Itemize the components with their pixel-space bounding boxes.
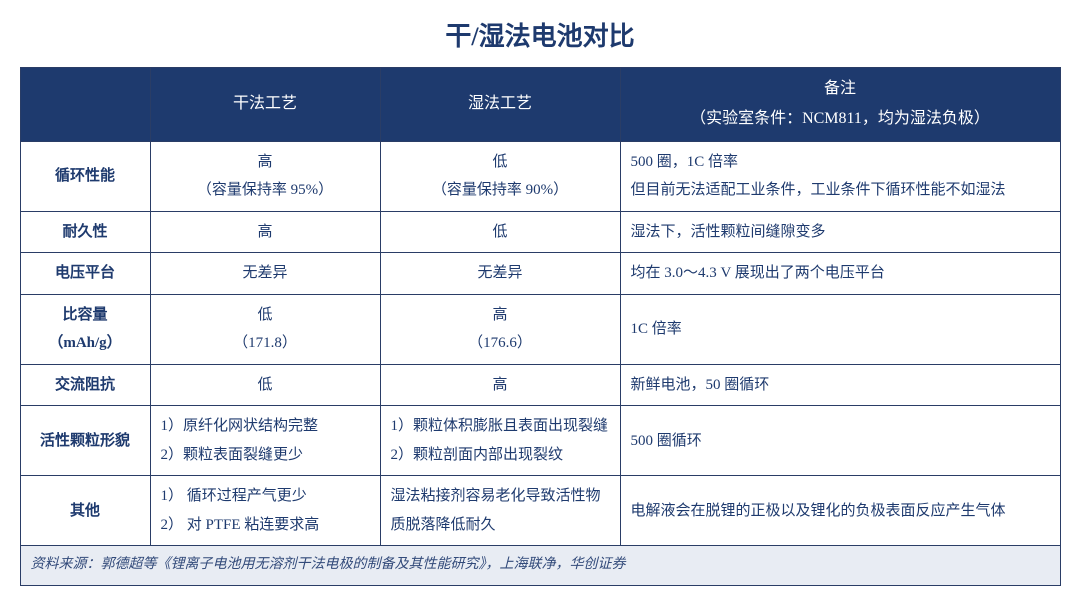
cell-line: 500 圈，1C 倍率: [631, 148, 1052, 177]
table-row: 比容量 （mAh/g） 低 （171.8） 高 （176.6） 1C 倍率: [20, 294, 1060, 364]
cell-note: 均在 3.0～4.3 V 展现出了两个电压平台: [620, 253, 1060, 295]
comparison-table: 干法工艺 湿法工艺 备注 （实验室条件：NCM811，均为湿法负极） 循环性能 …: [20, 67, 1061, 586]
table-row: 耐久性 高 低 湿法下，活性颗粒间缝隙变多: [20, 211, 1060, 253]
table-row: 交流阻抗 低 高 新鲜电池，50 圈循环: [20, 364, 1060, 406]
cell-dry: 无差异: [150, 253, 380, 295]
cell-line: 高: [389, 301, 612, 330]
cell-line: 但目前无法适配工业条件，工业条件下循环性能不如湿法: [631, 176, 1052, 205]
table-row: 其他 1） 循环过程产气更少 2） 对 PTFE 粘连要求高 湿法粘接剂容易老化…: [20, 476, 1060, 546]
source-row: 资料来源：郭德超等《锂离子电池用无溶剂干法电极的制备及其性能研究》，上海联净，华…: [20, 546, 1060, 586]
cell-line: （176.6）: [389, 329, 612, 358]
table-row: 电压平台 无差异 无差异 均在 3.0～4.3 V 展现出了两个电压平台: [20, 253, 1060, 295]
cell-line: 1） 循环过程产气更少: [161, 482, 372, 511]
row-label: 比容量 （mAh/g）: [20, 294, 150, 364]
cell-dry: 高 （容量保持率 95%）: [150, 141, 380, 211]
cell-wet: 高: [380, 364, 620, 406]
cell-line: 2）颗粒剖面内部出现裂纹: [391, 441, 612, 470]
cell-dry: 低 （171.8）: [150, 294, 380, 364]
cell-dry: 1）原纤化网状结构完整 2）颗粒表面裂缝更少: [150, 406, 380, 476]
cell-note: 电解液会在脱锂的正极以及锂化的负极表面反应产生气体: [620, 476, 1060, 546]
cell-line: 低: [159, 301, 372, 330]
cell-line: 1）颗粒体积膨胀且表面出现裂缝: [391, 412, 612, 441]
header-wet: 湿法工艺: [380, 68, 620, 142]
cell-line: 高: [159, 148, 372, 177]
cell-wet: 无差异: [380, 253, 620, 295]
cell-line: 比容量: [29, 301, 142, 330]
row-label: 循环性能: [20, 141, 150, 211]
source-text: 资料来源：郭德超等《锂离子电池用无溶剂干法电极的制备及其性能研究》，上海联净，华…: [20, 546, 1060, 586]
cell-line: 1）原纤化网状结构完整: [161, 412, 372, 441]
page-title: 干/湿法电池对比: [12, 16, 1068, 53]
cell-line: 2）颗粒表面裂缝更少: [161, 441, 372, 470]
cell-dry: 1） 循环过程产气更少 2） 对 PTFE 粘连要求高: [150, 476, 380, 546]
cell-note: 1C 倍率: [620, 294, 1060, 364]
cell-line: （容量保持率 90%）: [389, 176, 612, 205]
cell-line: 低: [389, 148, 612, 177]
header-dry: 干法工艺: [150, 68, 380, 142]
cell-wet: 湿法粘接剂容易老化导致活性物质脱落降低耐久: [380, 476, 620, 546]
header-row: 干法工艺 湿法工艺 备注 （实验室条件：NCM811，均为湿法负极）: [20, 68, 1060, 142]
row-label: 其他: [20, 476, 150, 546]
cell-wet: 低: [380, 211, 620, 253]
cell-wet: 低 （容量保持率 90%）: [380, 141, 620, 211]
header-blank: [20, 68, 150, 142]
table-row: 循环性能 高 （容量保持率 95%） 低 （容量保持率 90%） 500 圈，1…: [20, 141, 1060, 211]
cell-line: （mAh/g）: [29, 329, 142, 358]
cell-note: 500 圈，1C 倍率 但目前无法适配工业条件，工业条件下循环性能不如湿法: [620, 141, 1060, 211]
row-label: 电压平台: [20, 253, 150, 295]
cell-wet: 1）颗粒体积膨胀且表面出现裂缝 2）颗粒剖面内部出现裂纹: [380, 406, 620, 476]
cell-note: 500 圈循环: [620, 406, 1060, 476]
cell-line: 2） 对 PTFE 粘连要求高: [161, 511, 372, 540]
table-row: 活性颗粒形貌 1）原纤化网状结构完整 2）颗粒表面裂缝更少 1）颗粒体积膨胀且表…: [20, 406, 1060, 476]
cell-note: 湿法下，活性颗粒间缝隙变多: [620, 211, 1060, 253]
cell-note: 新鲜电池，50 圈循环: [620, 364, 1060, 406]
cell-dry: 高: [150, 211, 380, 253]
row-label: 耐久性: [20, 211, 150, 253]
cell-line: （171.8）: [159, 329, 372, 358]
header-note-line2: （实验室条件：NCM811，均为湿法负极）: [629, 104, 1052, 134]
header-note-line1: 备注: [629, 74, 1052, 104]
row-label: 交流阻抗: [20, 364, 150, 406]
row-label: 活性颗粒形貌: [20, 406, 150, 476]
header-note: 备注 （实验室条件：NCM811，均为湿法负极）: [620, 68, 1060, 142]
cell-wet: 高 （176.6）: [380, 294, 620, 364]
cell-line: （容量保持率 95%）: [159, 176, 372, 205]
cell-dry: 低: [150, 364, 380, 406]
